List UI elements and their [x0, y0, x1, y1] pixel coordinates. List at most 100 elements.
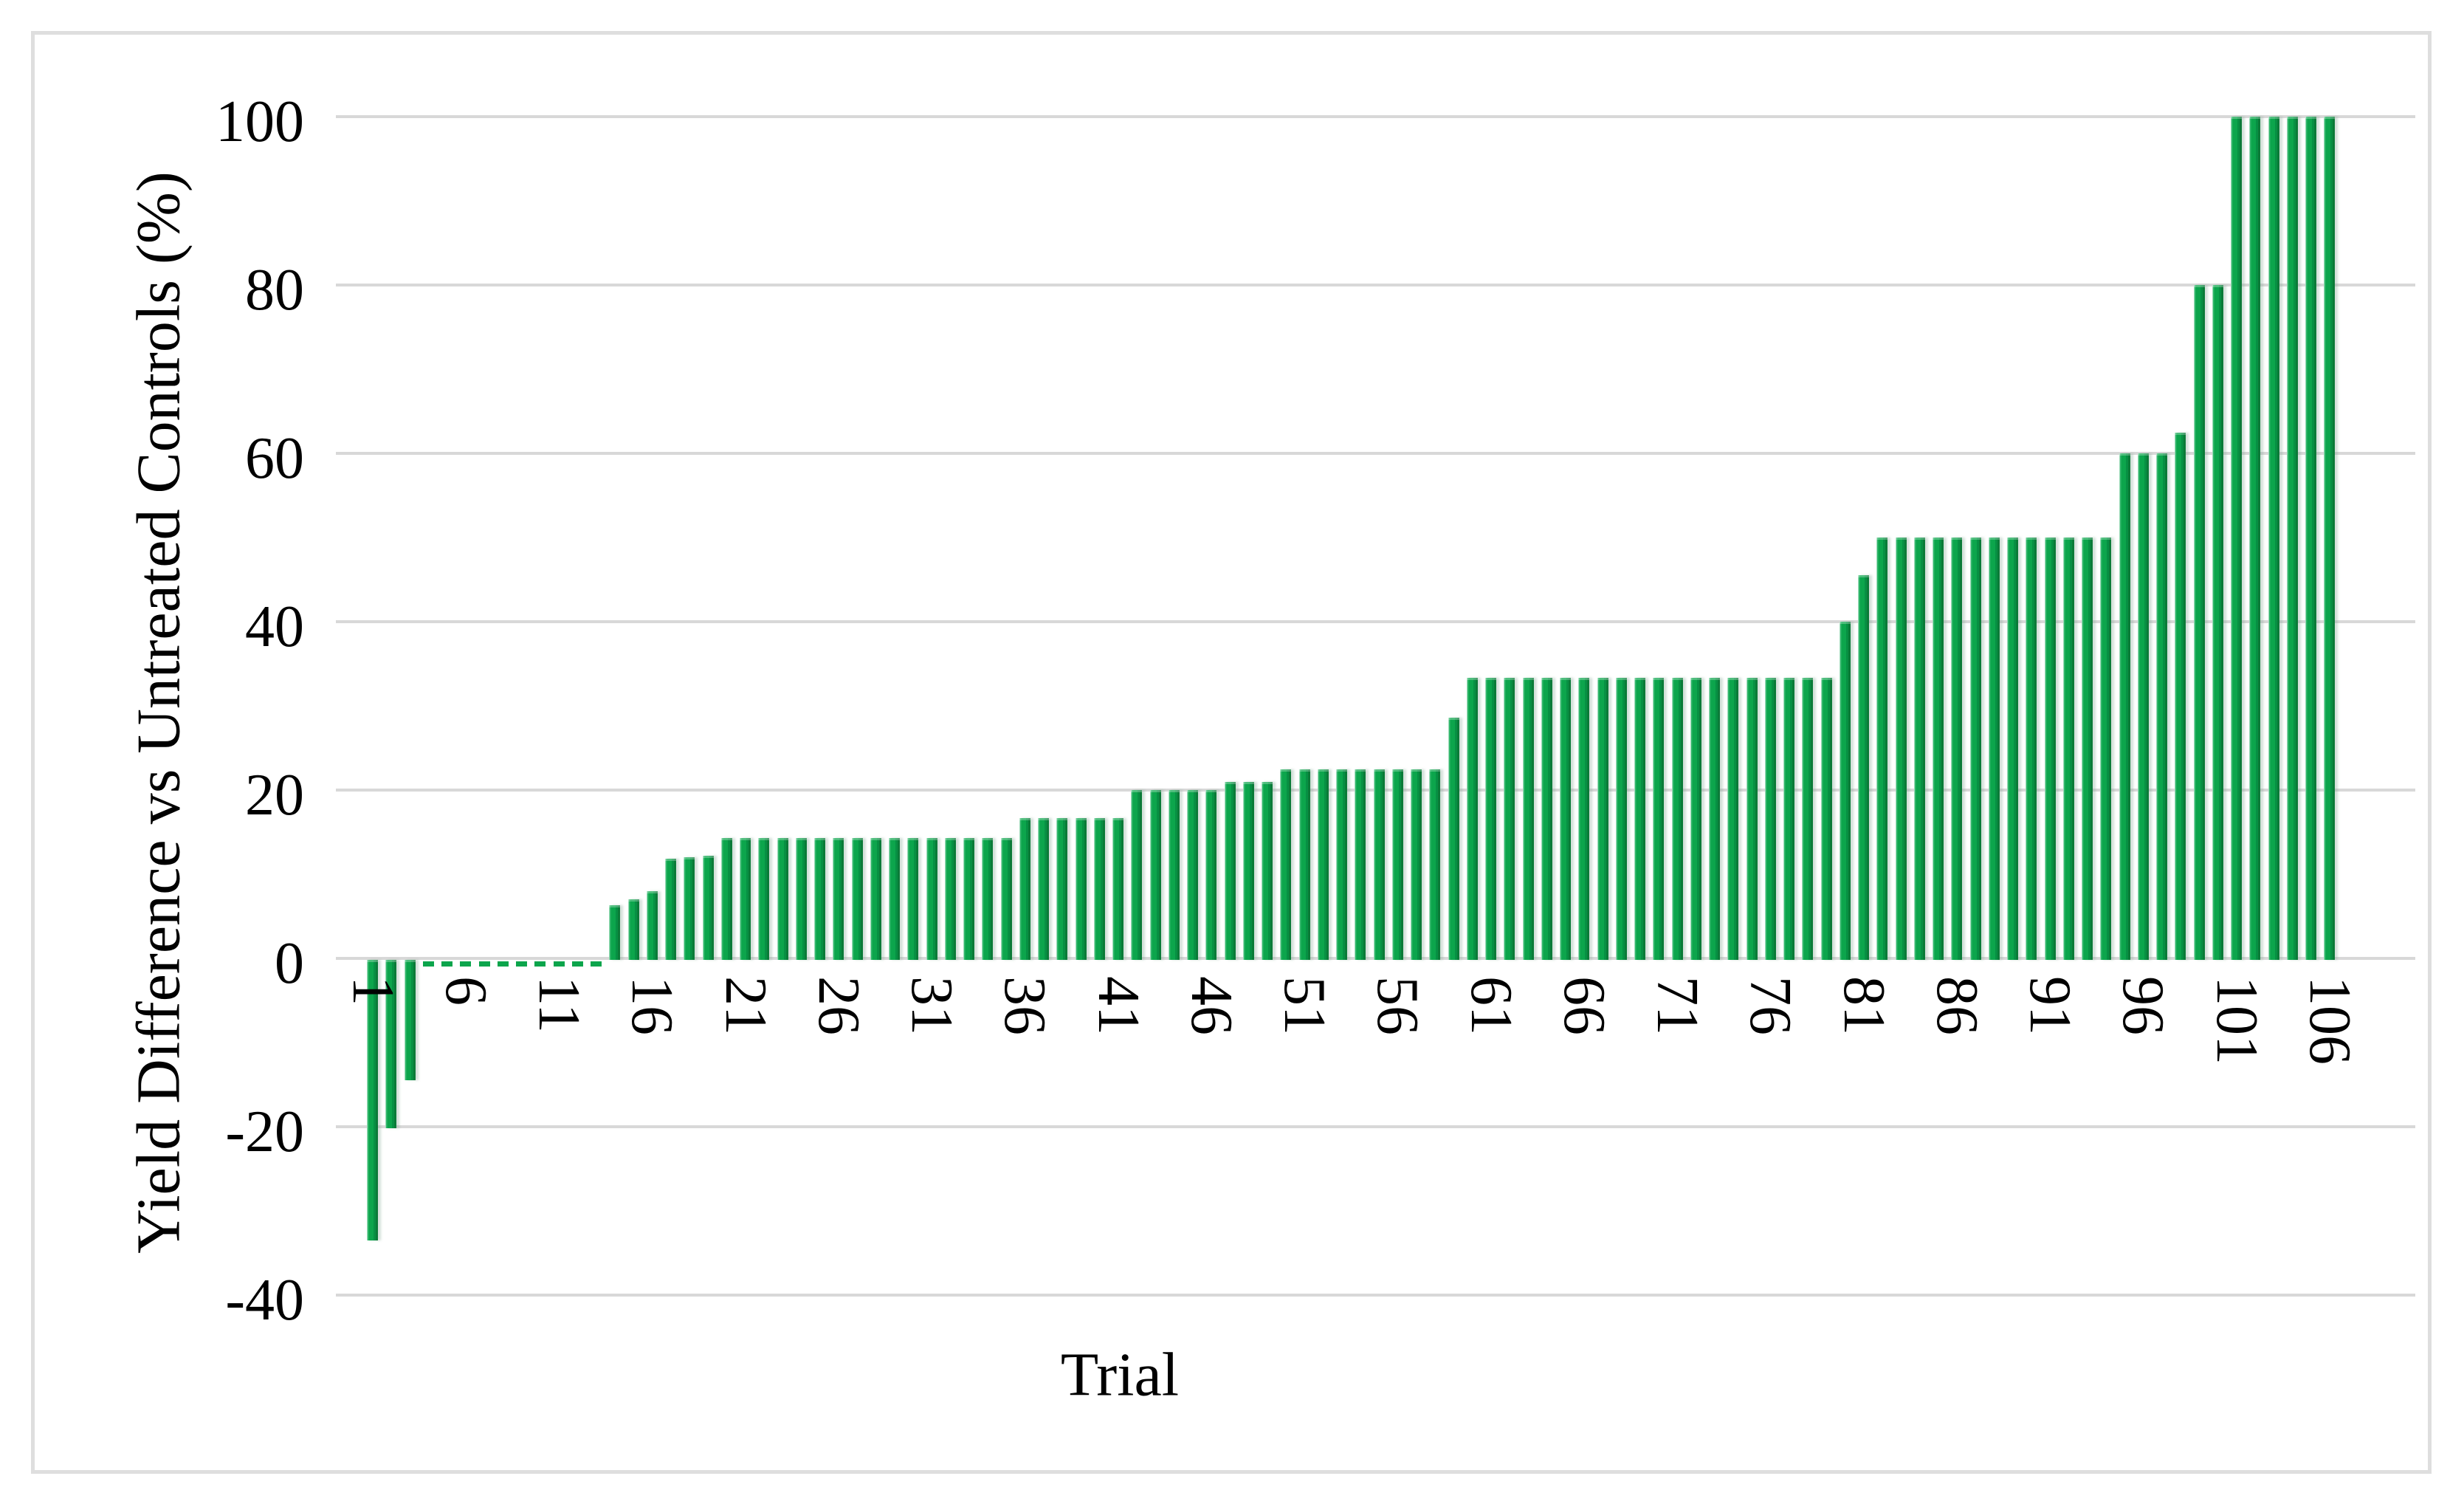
- bar: [1149, 790, 1161, 960]
- x-tick-label: 81: [1831, 976, 1896, 1035]
- bar: [2231, 117, 2243, 960]
- gridline: [336, 620, 2415, 623]
- bar: [1019, 817, 1030, 960]
- bar: [1373, 769, 1385, 960]
- x-tick-label: 1: [340, 976, 405, 1006]
- bar: [1242, 781, 1254, 960]
- y-tick-label: 80: [245, 258, 304, 323]
- x-tick-label: 41: [1085, 976, 1151, 1035]
- gridline: [336, 115, 2415, 118]
- bar: [2175, 432, 2186, 960]
- bar: [609, 905, 621, 960]
- bar: [720, 837, 732, 960]
- bar-zero: [591, 961, 602, 967]
- bar: [1746, 678, 1758, 960]
- bar: [1783, 678, 1795, 960]
- bar: [758, 837, 770, 960]
- bar: [2044, 538, 2056, 960]
- bar: [1858, 575, 1870, 960]
- bar: [2100, 538, 2112, 960]
- bar: [2007, 538, 2019, 960]
- bar: [1820, 678, 1832, 960]
- x-tick-label: 76: [1738, 976, 1803, 1035]
- bar: [1336, 769, 1348, 960]
- bar: [702, 855, 714, 960]
- bar: [1839, 622, 1851, 960]
- bar: [1690, 678, 1701, 960]
- bar: [889, 837, 901, 960]
- bar: [1448, 717, 1459, 960]
- bar: [2119, 453, 2130, 960]
- bar: [1969, 538, 1981, 960]
- bar: [2082, 538, 2093, 960]
- bar: [385, 960, 397, 1128]
- bar: [2249, 117, 2261, 960]
- bar: [1093, 817, 1105, 960]
- x-tick-label: 56: [1365, 976, 1431, 1035]
- bar: [870, 837, 881, 960]
- x-tick-label: 86: [1924, 976, 1989, 1035]
- bar: [627, 899, 639, 960]
- bar: [1541, 678, 1552, 960]
- bar: [2286, 117, 2298, 960]
- y-tick-label: 20: [245, 763, 304, 828]
- bar: [795, 837, 807, 960]
- bar: [2212, 285, 2223, 960]
- bar: [963, 837, 975, 960]
- bar: [944, 837, 956, 960]
- bar: [1205, 790, 1217, 960]
- bar: [1634, 678, 1646, 960]
- bar: [367, 960, 379, 1240]
- x-tick-label: 16: [619, 976, 685, 1035]
- x-tick-label: 26: [805, 976, 871, 1035]
- bar: [1168, 790, 1180, 960]
- bar: [851, 837, 863, 960]
- gridline: [336, 1125, 2415, 1128]
- bar: [2305, 117, 2317, 960]
- bar: [926, 837, 937, 960]
- bar: [1671, 678, 1683, 960]
- bar-zero: [497, 961, 509, 967]
- bar: [1411, 769, 1422, 960]
- bar: [665, 859, 677, 960]
- bar: [2193, 285, 2205, 960]
- gridline: [336, 1294, 2415, 1297]
- bar-zero: [478, 961, 490, 967]
- bar: [2026, 538, 2037, 960]
- x-tick-label: 21: [712, 976, 778, 1035]
- bar: [1709, 678, 1721, 960]
- bar: [907, 837, 919, 960]
- x-tick-label: 96: [2110, 976, 2176, 1035]
- bar: [1355, 769, 1366, 960]
- x-tick-label: 101: [2203, 976, 2269, 1065]
- x-tick-label: 66: [1551, 976, 1617, 1035]
- bar-zero: [516, 961, 528, 967]
- bar-zero: [571, 961, 583, 967]
- y-tick-label: -20: [225, 1099, 304, 1164]
- bar: [1876, 538, 1888, 960]
- bar: [1298, 769, 1310, 960]
- bar: [1522, 678, 1534, 960]
- bar-zero: [422, 961, 434, 967]
- bar: [1224, 781, 1236, 960]
- y-tick-label: 40: [245, 594, 304, 659]
- bar-zero: [460, 961, 472, 967]
- y-axis-title: Yield Difference vs Untreated Controls (…: [124, 171, 193, 1254]
- x-axis-title: Trial: [1060, 1340, 1180, 1410]
- x-tick-label: 31: [899, 976, 965, 1035]
- bar: [404, 960, 416, 1081]
- bar: [1280, 769, 1292, 960]
- x-tick-label: 46: [1178, 976, 1244, 1035]
- bar: [1653, 678, 1665, 960]
- y-tick-label: 100: [216, 89, 304, 154]
- gridline: [336, 452, 2415, 455]
- bar-zero: [534, 961, 546, 967]
- y-tick-label: 0: [275, 931, 304, 996]
- x-tick-label: 91: [2017, 976, 2083, 1035]
- bar: [982, 837, 994, 960]
- bar: [1560, 678, 1572, 960]
- bar: [1895, 538, 1907, 960]
- bar: [1951, 538, 1963, 960]
- x-tick-label: 11: [526, 976, 592, 1034]
